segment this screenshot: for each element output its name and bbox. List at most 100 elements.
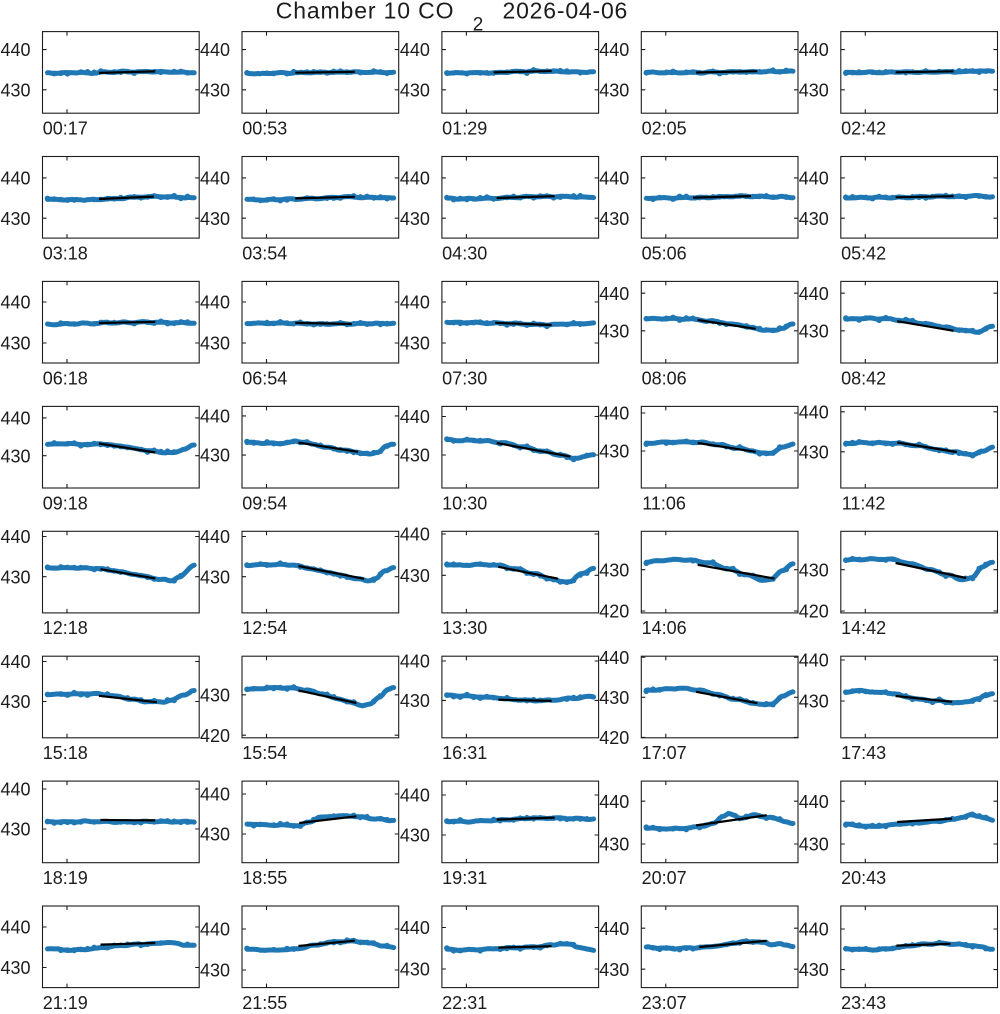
svg-text:09:18: 09:18 bbox=[43, 493, 88, 513]
svg-text:440: 440 bbox=[0, 918, 30, 938]
svg-text:430: 430 bbox=[799, 960, 829, 980]
svg-text:440: 440 bbox=[200, 40, 230, 60]
svg-text:09:54: 09:54 bbox=[242, 493, 287, 513]
svg-text:440: 440 bbox=[400, 293, 430, 313]
svg-text:08:06: 08:06 bbox=[642, 368, 687, 388]
svg-text:14:06: 14:06 bbox=[642, 618, 687, 638]
svg-text:20:07: 20:07 bbox=[642, 868, 687, 888]
svg-text:21:19: 21:19 bbox=[43, 993, 88, 1013]
svg-text:15:54: 15:54 bbox=[242, 743, 287, 763]
svg-text:430: 430 bbox=[599, 960, 629, 980]
svg-text:430: 430 bbox=[200, 685, 230, 705]
svg-text:12:18: 12:18 bbox=[43, 618, 88, 638]
svg-text:430: 430 bbox=[400, 209, 430, 229]
svg-text:440: 440 bbox=[599, 404, 629, 424]
svg-text:440: 440 bbox=[0, 652, 30, 672]
svg-text:440: 440 bbox=[799, 792, 829, 812]
svg-text:17:43: 17:43 bbox=[841, 743, 886, 763]
svg-text:440: 440 bbox=[799, 651, 829, 671]
svg-text:430: 430 bbox=[799, 80, 829, 100]
svg-text:440: 440 bbox=[200, 169, 230, 189]
svg-text:430: 430 bbox=[400, 826, 430, 846]
svg-text:21:55: 21:55 bbox=[242, 993, 287, 1013]
svg-text:440: 440 bbox=[599, 40, 629, 60]
svg-text:22:31: 22:31 bbox=[442, 993, 487, 1013]
svg-text:430: 430 bbox=[799, 560, 829, 580]
svg-text:440: 440 bbox=[400, 525, 430, 545]
svg-text:430: 430 bbox=[400, 691, 430, 711]
svg-text:440: 440 bbox=[599, 792, 629, 812]
svg-text:430: 430 bbox=[599, 835, 629, 855]
svg-text:440: 440 bbox=[0, 527, 30, 547]
svg-text:430: 430 bbox=[799, 209, 829, 229]
svg-text:420: 420 bbox=[599, 728, 629, 748]
svg-text:440: 440 bbox=[400, 407, 430, 427]
svg-text:14:42: 14:42 bbox=[841, 618, 886, 638]
svg-text:440: 440 bbox=[799, 920, 829, 940]
svg-text:440: 440 bbox=[400, 918, 430, 938]
svg-text:440: 440 bbox=[0, 169, 30, 189]
svg-text:430: 430 bbox=[0, 958, 30, 978]
svg-text:430: 430 bbox=[799, 692, 829, 712]
svg-text:2026-04-06: 2026-04-06 bbox=[503, 0, 629, 23]
svg-text:18:19: 18:19 bbox=[43, 868, 88, 888]
svg-text:430: 430 bbox=[200, 334, 230, 354]
svg-text:02:42: 02:42 bbox=[841, 119, 886, 139]
svg-text:05:06: 05:06 bbox=[642, 243, 687, 263]
svg-text:04:30: 04:30 bbox=[442, 243, 487, 263]
svg-text:11:06: 11:06 bbox=[642, 493, 686, 513]
svg-text:430: 430 bbox=[400, 446, 430, 466]
svg-text:430: 430 bbox=[0, 334, 30, 354]
svg-text:440: 440 bbox=[799, 40, 829, 60]
svg-text:16:31: 16:31 bbox=[442, 743, 487, 763]
svg-text:430: 430 bbox=[599, 321, 629, 341]
svg-text:430: 430 bbox=[599, 80, 629, 100]
svg-text:06:18: 06:18 bbox=[43, 368, 88, 388]
svg-text:15:18: 15:18 bbox=[43, 743, 88, 763]
svg-text:440: 440 bbox=[0, 409, 30, 429]
svg-text:23:43: 23:43 bbox=[841, 993, 886, 1013]
svg-text:Chamber 10 CO: Chamber 10 CO bbox=[276, 0, 455, 23]
svg-text:430: 430 bbox=[0, 209, 30, 229]
svg-text:440: 440 bbox=[799, 169, 829, 189]
svg-text:420: 420 bbox=[599, 602, 629, 622]
svg-text:440: 440 bbox=[0, 780, 30, 800]
svg-text:440: 440 bbox=[200, 293, 230, 313]
svg-text:430: 430 bbox=[599, 688, 629, 708]
svg-text:11:42: 11:42 bbox=[842, 493, 886, 513]
svg-text:13:30: 13:30 bbox=[442, 618, 487, 638]
svg-text:2: 2 bbox=[473, 15, 484, 36]
svg-text:440: 440 bbox=[599, 648, 629, 668]
svg-text:440: 440 bbox=[599, 169, 629, 189]
svg-text:430: 430 bbox=[400, 566, 430, 586]
svg-text:430: 430 bbox=[0, 446, 30, 466]
svg-text:440: 440 bbox=[799, 402, 829, 422]
svg-text:440: 440 bbox=[799, 284, 829, 304]
svg-text:18:55: 18:55 bbox=[242, 868, 287, 888]
svg-text:440: 440 bbox=[200, 407, 230, 427]
svg-text:440: 440 bbox=[400, 169, 430, 189]
svg-text:430: 430 bbox=[200, 209, 230, 229]
svg-text:430: 430 bbox=[599, 560, 629, 580]
svg-text:440: 440 bbox=[200, 785, 230, 805]
svg-text:430: 430 bbox=[200, 825, 230, 845]
svg-text:06:54: 06:54 bbox=[242, 368, 287, 388]
svg-text:430: 430 bbox=[0, 820, 30, 840]
svg-text:00:17: 00:17 bbox=[43, 119, 88, 139]
svg-text:430: 430 bbox=[200, 961, 230, 981]
svg-text:19:31: 19:31 bbox=[442, 868, 487, 888]
svg-text:17:07: 17:07 bbox=[642, 743, 687, 763]
svg-text:430: 430 bbox=[0, 567, 30, 587]
svg-text:440: 440 bbox=[200, 920, 230, 940]
svg-text:420: 420 bbox=[799, 602, 829, 622]
svg-text:12:54: 12:54 bbox=[242, 618, 287, 638]
svg-text:03:18: 03:18 bbox=[43, 243, 88, 263]
svg-text:430: 430 bbox=[200, 80, 230, 100]
svg-text:440: 440 bbox=[599, 919, 629, 939]
svg-text:440: 440 bbox=[400, 652, 430, 672]
svg-text:430: 430 bbox=[0, 80, 30, 100]
svg-text:20:43: 20:43 bbox=[841, 868, 886, 888]
svg-text:02:05: 02:05 bbox=[642, 119, 687, 139]
svg-text:440: 440 bbox=[400, 786, 430, 806]
svg-text:07:30: 07:30 bbox=[442, 368, 487, 388]
